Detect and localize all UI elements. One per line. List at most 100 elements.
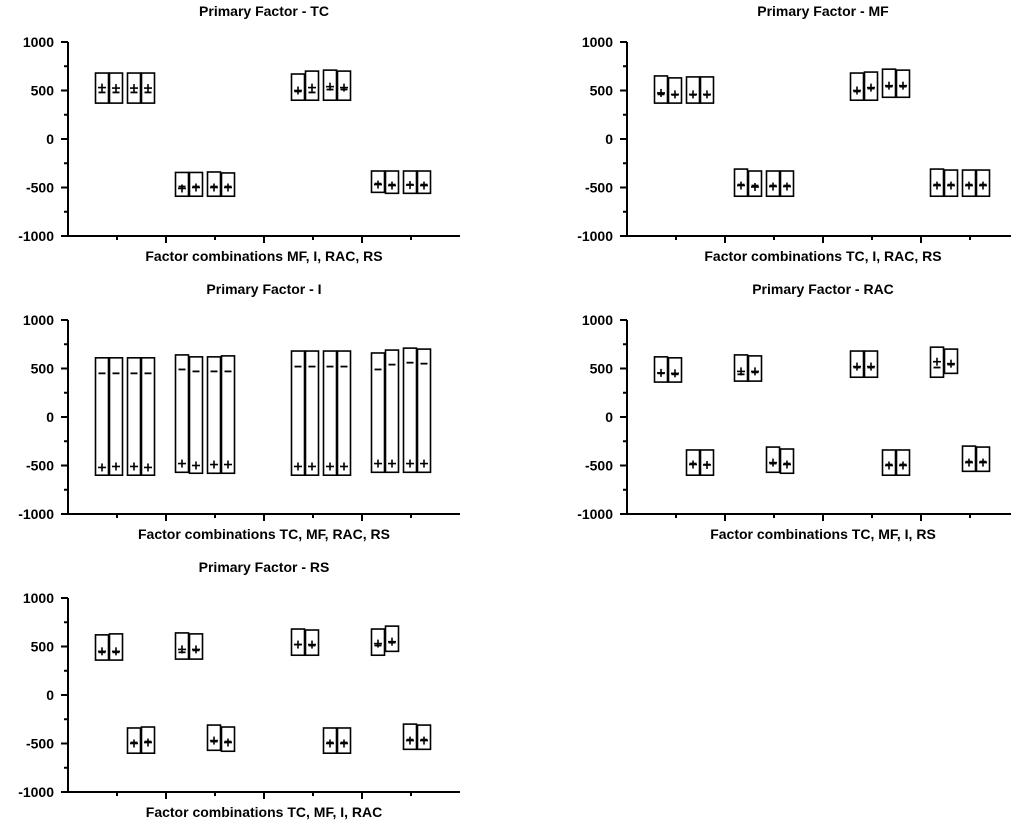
box-rect bbox=[126, 72, 142, 104]
box-10 bbox=[304, 629, 320, 657]
box-7 bbox=[765, 170, 781, 198]
box-rect bbox=[322, 350, 338, 477]
box-4 bbox=[699, 449, 715, 477]
box-7 bbox=[206, 171, 222, 198]
box-3 bbox=[685, 76, 701, 104]
box-rect bbox=[126, 727, 142, 754]
box-rect bbox=[220, 172, 236, 198]
box-3 bbox=[126, 727, 142, 754]
box-rect bbox=[779, 170, 795, 198]
box-rect bbox=[126, 357, 142, 476]
y-tick-label: 1000 bbox=[582, 312, 613, 328]
box-rect bbox=[943, 169, 959, 198]
box-8 bbox=[220, 355, 236, 475]
box-15 bbox=[961, 169, 977, 198]
box-5 bbox=[174, 632, 190, 660]
box-14 bbox=[943, 169, 959, 198]
panel-2: Primary Factor - MF 1000 500 0 -500 -1000 Fact… bbox=[577, 3, 1011, 264]
box-16 bbox=[416, 170, 432, 195]
box-rect bbox=[322, 727, 338, 754]
box-9 bbox=[290, 73, 306, 102]
box-rect bbox=[188, 356, 204, 475]
box-3 bbox=[126, 357, 142, 476]
box-2 bbox=[108, 72, 124, 104]
y-tick-label: 1000 bbox=[23, 590, 54, 606]
box-rect bbox=[975, 169, 991, 198]
box-rect bbox=[699, 76, 715, 104]
box-7 bbox=[206, 356, 222, 475]
box-rect bbox=[206, 171, 222, 198]
box-rect bbox=[290, 628, 306, 657]
box-15 bbox=[961, 445, 977, 473]
box-1 bbox=[94, 634, 110, 661]
panel-1: Primary Factor - TC 1000 500 0 -500 -1000 Fact… bbox=[18, 3, 460, 264]
box-rect bbox=[733, 168, 749, 198]
box-1 bbox=[94, 357, 110, 476]
x-axis-label: Factor combinations TC, MF, I, RS bbox=[710, 526, 936, 542]
box-12 bbox=[895, 449, 911, 477]
box-rect bbox=[384, 625, 400, 653]
box-rect bbox=[206, 356, 222, 475]
box-rect bbox=[667, 77, 683, 104]
box-4 bbox=[699, 76, 715, 104]
box-10 bbox=[863, 350, 879, 379]
box-rect bbox=[685, 449, 701, 477]
box-rect bbox=[895, 449, 911, 477]
box-rect bbox=[220, 726, 236, 753]
box-5 bbox=[733, 354, 749, 382]
box-rect bbox=[402, 170, 418, 195]
box-rect bbox=[653, 75, 669, 104]
x-axis-label: Factor combinations MF, I, RAC, RS bbox=[145, 248, 382, 264]
box-rect bbox=[322, 69, 338, 101]
box-rect bbox=[653, 356, 669, 383]
x-axis-label: Factor combinations TC, MF, I, RAC bbox=[146, 804, 382, 820]
box-rect bbox=[961, 445, 977, 473]
box-13 bbox=[370, 628, 386, 657]
box-6 bbox=[747, 355, 763, 382]
box-9 bbox=[849, 350, 865, 379]
box-rect bbox=[779, 448, 795, 475]
box-4 bbox=[140, 72, 156, 104]
y-tick-label: 1000 bbox=[582, 34, 613, 50]
box-rect bbox=[733, 354, 749, 382]
box-10 bbox=[863, 71, 879, 101]
box-rect bbox=[929, 168, 945, 198]
box-rect bbox=[685, 76, 701, 104]
box-3 bbox=[685, 449, 701, 477]
box-12 bbox=[336, 350, 352, 477]
box-10 bbox=[304, 350, 320, 477]
box-rect bbox=[667, 357, 683, 383]
box-rect bbox=[370, 628, 386, 657]
box-rect bbox=[402, 347, 418, 474]
box-rect bbox=[863, 350, 879, 379]
box-rect bbox=[174, 354, 190, 474]
box-rect bbox=[747, 170, 763, 198]
box-9 bbox=[849, 72, 865, 102]
box-rect bbox=[765, 446, 781, 474]
box-rect bbox=[881, 449, 897, 477]
y-tick-label: -500 bbox=[585, 458, 613, 474]
box-16 bbox=[416, 348, 432, 474]
box-14 bbox=[943, 348, 959, 375]
y-tick-label: -1000 bbox=[18, 506, 54, 522]
box-13 bbox=[370, 352, 386, 474]
box-rect bbox=[140, 72, 156, 104]
y-tick-label: -500 bbox=[26, 736, 54, 752]
box-rect bbox=[94, 72, 110, 104]
y-tick-label: -1000 bbox=[577, 506, 613, 522]
box-rect bbox=[863, 71, 879, 101]
box-13 bbox=[929, 346, 945, 379]
y-tick-label: 500 bbox=[31, 639, 55, 655]
box-11 bbox=[322, 727, 338, 754]
panel-5: Primary Factor - RS 1000 500 0 -500 -1000 Fact… bbox=[18, 559, 460, 820]
box-rect bbox=[975, 446, 991, 473]
y-tick-label: 500 bbox=[590, 361, 614, 377]
box-rect bbox=[384, 349, 400, 474]
box-7 bbox=[765, 446, 781, 474]
box-rect bbox=[943, 348, 959, 375]
box-15 bbox=[402, 170, 418, 195]
box-rect bbox=[336, 350, 352, 477]
box-rect bbox=[206, 724, 222, 752]
box-12 bbox=[895, 69, 911, 99]
